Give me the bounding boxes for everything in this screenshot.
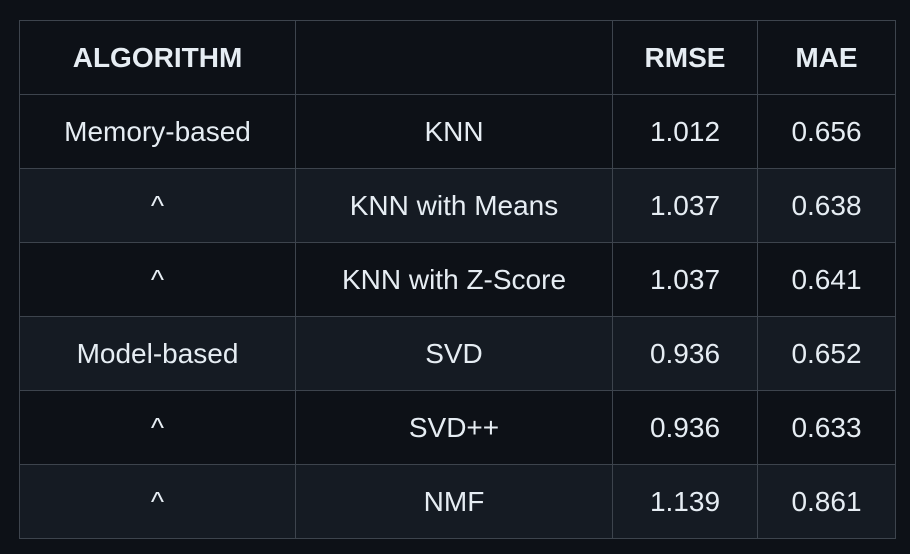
cell-mae: 0.656	[757, 94, 896, 169]
results-table-container: ALGORITHM RMSE MAE Memory-based KNN 1.01…	[19, 20, 896, 539]
cell-mae: 0.641	[757, 242, 896, 317]
cell-method: KNN	[295, 94, 613, 169]
table-row: ^ KNN with Z-Score 1.037 0.641	[19, 242, 896, 317]
cell-algorithm: ^	[19, 390, 296, 465]
table-row: ^ KNN with Means 1.037 0.638	[19, 168, 896, 243]
cell-mae: 0.633	[757, 390, 896, 465]
cell-method: SVD	[295, 316, 613, 391]
cell-rmse: 1.139	[612, 464, 758, 539]
table-row: ^ NMF 1.139 0.861	[19, 464, 896, 539]
cell-algorithm: ^	[19, 168, 296, 243]
table-row: Memory-based KNN 1.012 0.656	[19, 94, 896, 169]
cell-method: KNN with Z-Score	[295, 242, 613, 317]
cell-mae: 0.638	[757, 168, 896, 243]
cell-algorithm: ^	[19, 464, 296, 539]
cell-algorithm: Model-based	[19, 316, 296, 391]
header-rmse: RMSE	[612, 20, 758, 95]
cell-rmse: 0.936	[612, 390, 758, 465]
header-mae: MAE	[757, 20, 896, 95]
cell-rmse: 1.012	[612, 94, 758, 169]
header-algorithm: ALGORITHM	[19, 20, 296, 95]
cell-rmse: 0.936	[612, 316, 758, 391]
cell-algorithm: ^	[19, 242, 296, 317]
cell-rmse: 1.037	[612, 168, 758, 243]
cell-algorithm: Memory-based	[19, 94, 296, 169]
table-header-row: ALGORITHM RMSE MAE	[19, 20, 896, 95]
cell-method: SVD++	[295, 390, 613, 465]
table-row: ^ SVD++ 0.936 0.633	[19, 390, 896, 465]
cell-rmse: 1.037	[612, 242, 758, 317]
cell-method: NMF	[295, 464, 613, 539]
table-row: Model-based SVD 0.936 0.652	[19, 316, 896, 391]
results-table: ALGORITHM RMSE MAE Memory-based KNN 1.01…	[19, 20, 896, 539]
cell-method: KNN with Means	[295, 168, 613, 243]
cell-mae: 0.861	[757, 464, 896, 539]
header-method	[295, 20, 613, 95]
cell-mae: 0.652	[757, 316, 896, 391]
